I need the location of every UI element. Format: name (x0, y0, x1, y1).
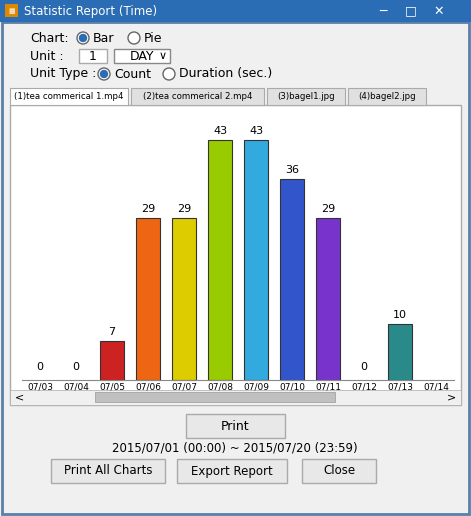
Text: Pie: Pie (144, 31, 162, 44)
Text: Unit :: Unit : (30, 50, 64, 62)
Text: 29: 29 (321, 204, 335, 214)
Text: (1)tea commerical 1.mp4: (1)tea commerical 1.mp4 (14, 92, 124, 101)
Text: □: □ (405, 5, 417, 18)
Text: 07/06: 07/06 (135, 383, 161, 392)
Text: ▦: ▦ (8, 8, 15, 14)
Text: 07/12: 07/12 (351, 383, 377, 392)
Text: (4)bagel2.jpg: (4)bagel2.jpg (358, 92, 416, 101)
Text: ∨: ∨ (159, 51, 167, 61)
FancyBboxPatch shape (244, 140, 268, 380)
FancyBboxPatch shape (208, 140, 232, 380)
Text: 43: 43 (249, 126, 263, 136)
Text: Export Report: Export Report (191, 464, 273, 477)
Text: 7: 7 (108, 327, 115, 337)
Text: 2015/07/01 (00:00) ~ 2015/07/20 (23:59): 2015/07/01 (00:00) ~ 2015/07/20 (23:59) (112, 442, 358, 455)
FancyBboxPatch shape (100, 341, 124, 380)
Text: 29: 29 (141, 204, 155, 214)
Text: Unit Type :: Unit Type : (30, 68, 97, 80)
FancyBboxPatch shape (267, 88, 345, 105)
Text: Close: Close (323, 464, 355, 477)
Text: 0: 0 (360, 362, 367, 372)
Circle shape (100, 71, 107, 77)
Text: ✕: ✕ (434, 5, 444, 18)
FancyBboxPatch shape (348, 88, 426, 105)
Text: Bar: Bar (93, 31, 114, 44)
FancyBboxPatch shape (10, 88, 128, 105)
Text: Duration (sec.): Duration (sec.) (179, 68, 272, 80)
Text: 43: 43 (213, 126, 227, 136)
Text: Statistic Report (Time): Statistic Report (Time) (24, 5, 157, 18)
Text: 07/10: 07/10 (279, 383, 305, 392)
FancyBboxPatch shape (2, 22, 469, 514)
Text: Count: Count (114, 68, 151, 80)
Text: 07/11: 07/11 (315, 383, 341, 392)
FancyBboxPatch shape (186, 414, 285, 438)
Text: 07/09: 07/09 (243, 383, 269, 392)
Text: 07/13: 07/13 (387, 383, 413, 392)
Text: 07/05: 07/05 (99, 383, 125, 392)
Text: DAY: DAY (130, 50, 154, 62)
Circle shape (128, 32, 140, 44)
FancyBboxPatch shape (10, 105, 461, 405)
FancyBboxPatch shape (0, 0, 471, 22)
FancyBboxPatch shape (95, 392, 335, 402)
Text: >: > (447, 393, 456, 402)
FancyBboxPatch shape (280, 179, 304, 380)
FancyBboxPatch shape (10, 390, 461, 405)
FancyBboxPatch shape (177, 459, 287, 483)
FancyBboxPatch shape (172, 218, 196, 380)
Text: Chart:: Chart: (30, 31, 69, 44)
Text: (2)tea commerical 2.mp4: (2)tea commerical 2.mp4 (143, 92, 252, 101)
Circle shape (77, 32, 89, 44)
Text: <: < (16, 393, 24, 402)
FancyBboxPatch shape (136, 218, 160, 380)
FancyBboxPatch shape (388, 324, 412, 380)
Text: Print All Charts: Print All Charts (64, 464, 152, 477)
Text: 29: 29 (177, 204, 191, 214)
Text: ─: ─ (379, 5, 387, 18)
FancyBboxPatch shape (114, 49, 170, 63)
Text: 36: 36 (285, 165, 299, 175)
Text: 07/04: 07/04 (63, 383, 89, 392)
Text: 07/03: 07/03 (27, 383, 53, 392)
Text: 07/07: 07/07 (171, 383, 197, 392)
FancyBboxPatch shape (51, 459, 165, 483)
FancyBboxPatch shape (79, 49, 107, 63)
Circle shape (163, 68, 175, 80)
Circle shape (98, 68, 110, 80)
FancyBboxPatch shape (316, 218, 340, 380)
FancyBboxPatch shape (131, 88, 264, 105)
Text: 0: 0 (73, 362, 80, 372)
Text: 10: 10 (393, 310, 407, 320)
Text: 0: 0 (36, 362, 43, 372)
Circle shape (80, 35, 87, 41)
Text: 07/14: 07/14 (423, 383, 449, 392)
Text: 07/08: 07/08 (207, 383, 233, 392)
Text: (3)bagel1.jpg: (3)bagel1.jpg (277, 92, 335, 101)
FancyBboxPatch shape (5, 4, 18, 17)
Text: Print: Print (221, 420, 250, 432)
Text: 1: 1 (89, 50, 97, 62)
FancyBboxPatch shape (302, 459, 376, 483)
